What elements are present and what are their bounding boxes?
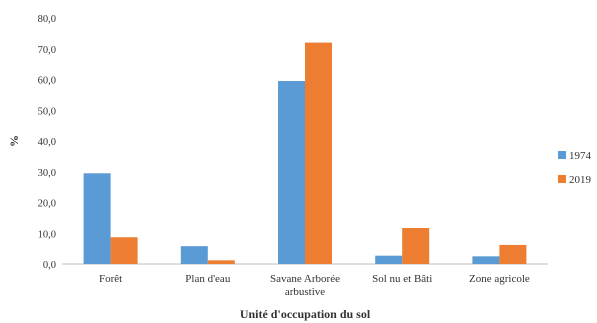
x-axis-label: Unité d'occupation du sol xyxy=(240,307,371,321)
y-axis-label: % xyxy=(7,135,21,147)
bar-1974 xyxy=(83,173,111,264)
legend: 1974 2019 xyxy=(558,150,592,186)
y-tick-label: 30,0 xyxy=(38,168,56,179)
bar-2019 xyxy=(110,237,138,264)
x-category-label: Zone agricole xyxy=(469,273,530,285)
y-axis-ticks: 0,0 10,0 20,0 30,0 40,0 50,0 60,0 70,0 80,0 xyxy=(38,14,56,271)
x-category-label: Sol nu et Bâti xyxy=(372,273,432,285)
y-tick-label: 10,0 xyxy=(38,229,56,240)
y-tick-label: 40,0 xyxy=(38,137,56,148)
y-tick-label: 20,0 xyxy=(38,199,56,210)
bar-2019 xyxy=(499,244,527,264)
legend-label: 2019 xyxy=(569,174,592,186)
bar-1974 xyxy=(180,246,208,264)
legend-swatch-2019 xyxy=(558,175,566,183)
y-tick-label: 50,0 xyxy=(38,106,56,117)
x-category-label: Plan d'eau xyxy=(185,273,231,285)
y-tick-label: 80,0 xyxy=(38,14,56,25)
x-category-label: arbustive xyxy=(285,286,325,298)
x-category-label: Forêt xyxy=(99,273,122,285)
y-tick-label: 60,0 xyxy=(38,76,56,87)
bars xyxy=(83,42,527,264)
y-tick-label: 0,0 xyxy=(43,260,56,271)
bar-1974 xyxy=(472,256,500,264)
bar-2019 xyxy=(402,228,430,264)
legend-label: 1974 xyxy=(569,150,592,162)
bar-2019 xyxy=(305,42,332,264)
y-tick-label: 70,0 xyxy=(38,45,56,56)
bar-2019 xyxy=(207,260,235,264)
bar-1974 xyxy=(375,255,403,264)
bar-1974 xyxy=(278,81,305,264)
x-category-label: Savane Arborée xyxy=(270,273,340,285)
legend-swatch-1974 xyxy=(558,151,566,159)
